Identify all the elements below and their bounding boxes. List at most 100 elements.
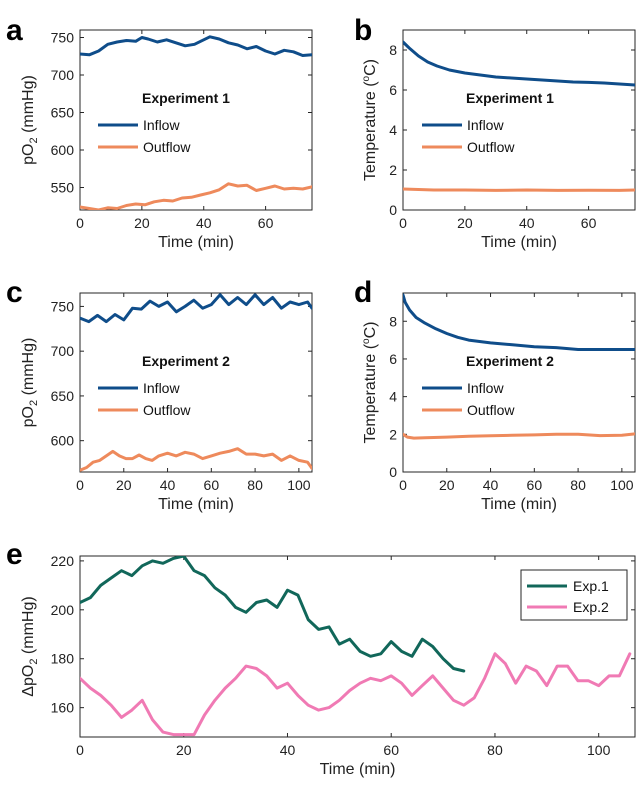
x-tick-label: 80 <box>247 477 263 493</box>
x-tick-label: 0 <box>76 742 84 758</box>
series-line-outflow <box>403 187 635 192</box>
y-tick-label: 0 <box>389 202 397 218</box>
x-tick-label: 20 <box>134 215 150 231</box>
panel-c-chart: 0 20 40 60 80 100 600 650 700 750 Time (min) pO2 (m… <box>20 292 313 513</box>
y-tick-label: 200 <box>51 602 75 618</box>
series-line-inflow <box>403 293 635 351</box>
x-tick-label: 40 <box>196 215 212 231</box>
y-axis-label-main: pO <box>20 144 37 165</box>
series-line-inflow <box>403 40 635 87</box>
legend-a: Experiment 1 Inflow Outflow <box>98 90 230 155</box>
y-tick-label: 8 <box>389 313 397 329</box>
legend-entry: Inflow <box>467 117 504 133</box>
x-tick-label: 0 <box>399 215 407 231</box>
x-tick-label: 20 <box>176 742 192 758</box>
panel-label-d: d <box>354 276 372 309</box>
legend-title: Experiment 2 <box>142 353 230 369</box>
legend-box <box>520 569 628 621</box>
panel-label-b: b <box>354 14 372 47</box>
y-tick-label: 650 <box>51 105 75 121</box>
y-axis-label-unit: C) <box>362 321 379 338</box>
x-tick-label: 40 <box>483 477 499 493</box>
y-tick-label: 550 <box>51 180 75 196</box>
y-tick-label: 750 <box>51 298 75 314</box>
y-tick-label: 220 <box>51 553 75 569</box>
x-tick-label: 100 <box>587 742 611 758</box>
axes-box-e <box>79 555 636 738</box>
y-tick-label: 650 <box>51 388 75 404</box>
legend-entry: Outflow <box>143 139 191 155</box>
x-tick-label: 80 <box>487 742 503 758</box>
axes-box-a <box>79 29 313 211</box>
series-line-outflow <box>80 182 312 210</box>
x-tick-label: 60 <box>258 215 274 231</box>
panel-e-chart: 0 20 40 60 80 100 160 180 200 220 Time (min) ΔpO2 (… <box>20 553 636 778</box>
y-tick-label: 700 <box>51 67 75 83</box>
x-tick-label: 100 <box>610 477 634 493</box>
series-line-exp-1 <box>80 556 466 673</box>
y-tick-label: 4 <box>389 389 397 405</box>
y-axis-label-main: Temperature ( <box>362 81 379 181</box>
x-axis-label: Time (min) <box>320 761 396 778</box>
x-axis-label: Time (min) <box>481 496 557 513</box>
legend-entry: Outflow <box>467 139 515 155</box>
legend-entry: Inflow <box>143 380 180 396</box>
x-tick-label: 80 <box>570 477 586 493</box>
y-axis-label-subscript: 2 <box>28 400 40 406</box>
axes-box-b <box>402 29 636 211</box>
legend-d: Experiment 2 Inflow Outflow <box>422 353 554 418</box>
series-line-inflow <box>80 293 312 324</box>
x-tick-label: 20 <box>116 477 132 493</box>
x-tick-label: 20 <box>439 477 455 493</box>
axes-box-c <box>79 292 313 473</box>
panel-b-chart: 0 20 40 60 0 2 4 6 8 Time (min) Temperature (oC) Ex… <box>361 29 636 251</box>
y-tick-label: 0 <box>389 464 397 480</box>
panel-label-a: a <box>6 14 23 47</box>
x-tick-label: 40 <box>519 215 535 231</box>
legend-e: Exp.1 Exp.2 <box>520 569 628 621</box>
legend-title: Experiment 1 <box>466 90 554 106</box>
x-tick-label: 60 <box>581 215 597 231</box>
legend-entry: Inflow <box>467 380 504 396</box>
y-tick-label: 600 <box>51 433 75 449</box>
legend-b: Experiment 1 Inflow Outflow <box>422 90 554 155</box>
y-axis-label: Temperature (oC) <box>361 321 379 443</box>
axes-box-d <box>402 292 636 473</box>
y-axis-label-subscript: 2 <box>28 137 40 143</box>
legend-entry: Exp.2 <box>573 599 609 615</box>
series-line-inflow <box>80 35 312 57</box>
y-axis-label-main: Temperature ( <box>362 343 379 443</box>
y-tick-label: 180 <box>51 651 75 667</box>
x-tick-label: 0 <box>76 215 84 231</box>
y-axis-label-superscript: o <box>361 75 372 81</box>
x-tick-label: 40 <box>280 742 296 758</box>
series-line-outflow <box>403 432 635 440</box>
y-axis-label-unit: (mmHg) <box>20 75 37 137</box>
legend-entry: Outflow <box>143 402 191 418</box>
x-axis-label: Time (min) <box>158 234 234 251</box>
y-axis-label: Temperature (oC) <box>361 59 379 181</box>
y-tick-label: 600 <box>51 142 75 158</box>
panel-d-chart: 0 20 40 60 80 100 0 2 4 6 8 Time (min) Temperature (… <box>361 292 636 513</box>
y-tick-label: 6 <box>389 351 397 367</box>
x-tick-label: 60 <box>527 477 543 493</box>
legend-entry: Outflow <box>467 402 515 418</box>
legend-entry: Exp.1 <box>573 578 609 594</box>
x-tick-label: 60 <box>383 742 399 758</box>
y-axis-label-superscript: o <box>361 338 372 344</box>
y-axis-label-main: pO <box>20 406 37 427</box>
panel-label-c: c <box>6 276 23 309</box>
y-axis-label-unit: (mmHg) <box>20 596 37 658</box>
y-axis-label-unit: C) <box>362 59 379 76</box>
y-tick-label: 2 <box>389 426 397 442</box>
x-tick-label: 0 <box>76 477 84 493</box>
y-axis-label: ΔpO2 (mmHg) <box>20 596 40 696</box>
y-tick-label: 4 <box>389 122 397 138</box>
x-tick-label: 20 <box>457 215 473 231</box>
series-line-exp-2 <box>80 652 632 737</box>
y-tick-label: 6 <box>389 82 397 98</box>
legend-title: Experiment 1 <box>142 90 230 106</box>
y-tick-label: 160 <box>51 700 75 716</box>
panel-a-chart: 0 20 40 60 550 600 650 700 750 Time (min) pO2 (mmH… <box>20 29 313 251</box>
